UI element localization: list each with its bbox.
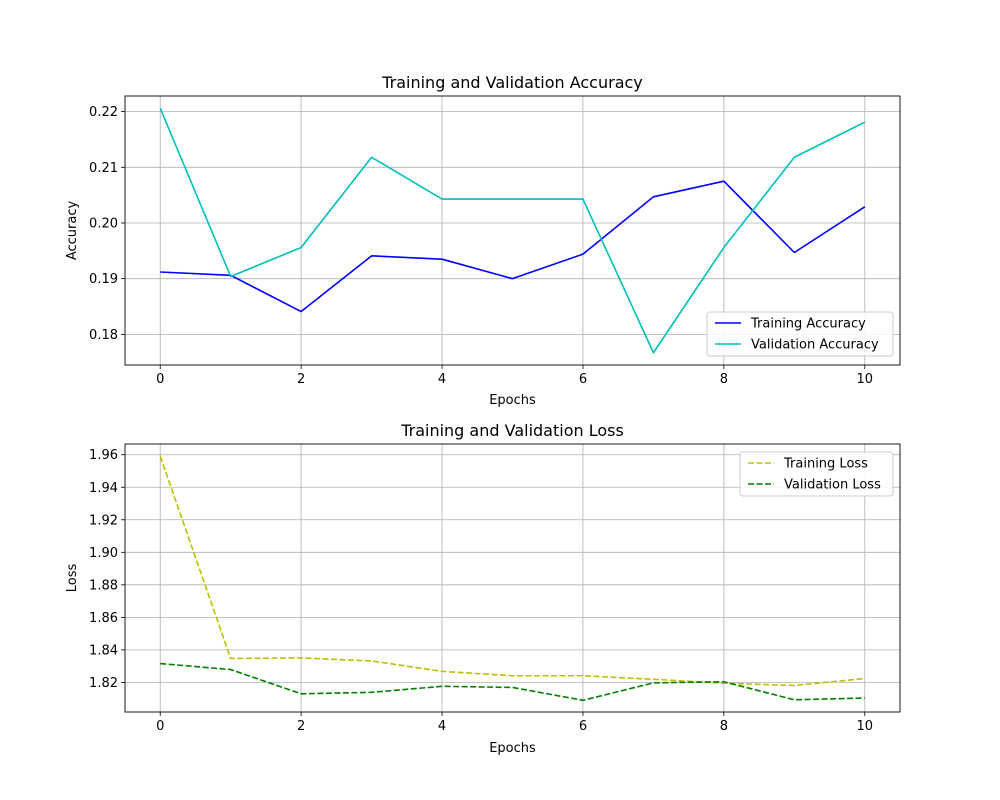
- loss-legend-box: [739, 451, 894, 497]
- accuracy-x-tick-label: 0: [156, 372, 164, 387]
- loss-chart: Training and Validation Loss Epochs Loss…: [65, 421, 901, 756]
- loss-axes-frame: [124, 443, 901, 713]
- accuracy-x-tick-label: 4: [438, 372, 446, 387]
- validation-loss-line: [160, 662, 865, 702]
- loss-y-tick-label: 1.96: [89, 448, 118, 463]
- accuracy-y-tick-label: 0.22: [89, 105, 118, 120]
- loss-x-tick-label: 0: [156, 719, 164, 734]
- loss-y-tick-label: 1.82: [89, 676, 118, 691]
- accuracy-y-tick-label: 0.21: [89, 161, 118, 176]
- training-loss-legend-label: Training Loss: [783, 457, 868, 472]
- training-accuracy-line: [160, 180, 866, 313]
- loss-y-tick-label: 1.94: [89, 481, 118, 496]
- loss-y-tick-label: 1.86: [89, 611, 118, 626]
- loss-x-tick-label: 6: [579, 719, 587, 734]
- loss-x-tick-label: 4: [438, 719, 446, 734]
- loss-y-axis-label: Loss: [65, 564, 80, 593]
- validation-loss-legend-label: Validation Loss: [784, 478, 881, 493]
- accuracy-y-axis-label: Accuracy: [65, 201, 80, 261]
- loss-x-tick-label: 2: [297, 719, 305, 734]
- loss-x-axis-label: Epochs: [489, 741, 536, 756]
- accuracy-y-tick-label: 0.20: [89, 216, 118, 231]
- training-loss-line: [159, 455, 865, 687]
- accuracy-y-tick-label: 0.18: [89, 328, 118, 343]
- validation-accuracy-legend-label: Validation Accuracy: [751, 338, 879, 353]
- loss-y-tick-label: 1.84: [89, 643, 118, 658]
- loss-x-tick-label: 8: [720, 719, 728, 734]
- accuracy-chart: Training and Validation Accuracy Epochs …: [65, 73, 901, 408]
- validation-accuracy-line: [159, 107, 866, 354]
- loss-y-tick-label: 1.88: [89, 578, 118, 593]
- accuracy-axes-frame: [124, 95, 901, 366]
- accuracy-x-tick-label: 2: [297, 372, 305, 387]
- loss-y-tick-label: 1.90: [89, 546, 118, 561]
- loss-y-tick-label: 1.92: [89, 513, 118, 528]
- accuracy-chart-title: Training and Validation Accuracy: [381, 73, 643, 92]
- accuracy-x-tick-label: 6: [579, 372, 587, 387]
- loss-chart-title: Training and Validation Loss: [400, 421, 624, 440]
- accuracy-y-tick-label: 0.19: [89, 272, 118, 287]
- accuracy-x-tick-label: 10: [856, 372, 873, 387]
- accuracy-legend-box: [706, 311, 894, 357]
- training-accuracy-legend-label: Training Accuracy: [750, 317, 866, 332]
- accuracy-x-tick-label: 8: [720, 372, 728, 387]
- accuracy-x-axis-label: Epochs: [489, 393, 536, 408]
- loss-x-tick-label: 10: [856, 719, 873, 734]
